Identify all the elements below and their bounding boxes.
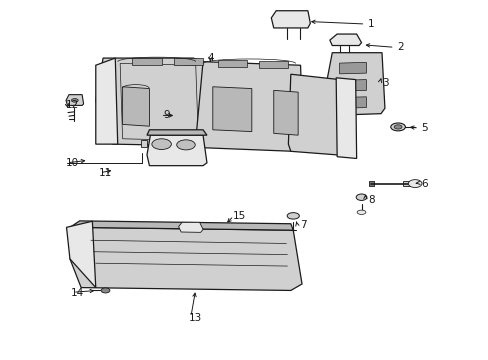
Polygon shape	[402, 181, 409, 186]
Text: 7: 7	[299, 220, 305, 230]
Polygon shape	[147, 135, 206, 166]
Text: 10: 10	[66, 158, 79, 168]
Polygon shape	[326, 53, 384, 116]
Text: 6: 6	[421, 179, 427, 189]
Polygon shape	[339, 62, 366, 74]
Text: 14: 14	[71, 288, 84, 298]
Ellipse shape	[152, 139, 171, 149]
Polygon shape	[141, 140, 147, 147]
Ellipse shape	[101, 288, 110, 293]
Polygon shape	[335, 78, 356, 158]
Polygon shape	[122, 87, 149, 126]
Polygon shape	[259, 61, 288, 68]
Ellipse shape	[355, 194, 366, 201]
Polygon shape	[271, 11, 310, 28]
Polygon shape	[339, 97, 366, 108]
Ellipse shape	[176, 140, 195, 150]
Polygon shape	[288, 74, 341, 155]
Polygon shape	[70, 221, 293, 230]
Ellipse shape	[356, 210, 365, 215]
Text: 11: 11	[99, 168, 112, 178]
Polygon shape	[70, 227, 302, 291]
Polygon shape	[96, 58, 215, 146]
Polygon shape	[132, 58, 161, 65]
Polygon shape	[66, 221, 96, 288]
Text: 4: 4	[206, 53, 213, 63]
Polygon shape	[195, 62, 303, 151]
Text: 2: 2	[396, 42, 403, 52]
Polygon shape	[212, 87, 251, 132]
Polygon shape	[329, 34, 361, 45]
Text: 3: 3	[382, 78, 388, 88]
Ellipse shape	[286, 213, 299, 219]
Polygon shape	[96, 58, 118, 144]
Text: 5: 5	[421, 123, 427, 133]
Ellipse shape	[393, 125, 401, 129]
Text: 1: 1	[367, 19, 374, 29]
Polygon shape	[339, 80, 366, 91]
Ellipse shape	[71, 99, 78, 102]
Text: 12: 12	[66, 100, 80, 110]
Polygon shape	[66, 95, 83, 105]
Polygon shape	[368, 181, 373, 186]
Ellipse shape	[390, 123, 405, 131]
Text: 15: 15	[232, 211, 246, 221]
Polygon shape	[217, 60, 246, 67]
Polygon shape	[147, 130, 206, 135]
Ellipse shape	[407, 180, 421, 188]
Text: 13: 13	[189, 313, 202, 323]
Polygon shape	[178, 222, 203, 232]
Polygon shape	[273, 90, 298, 135]
Polygon shape	[173, 58, 203, 65]
Text: 9: 9	[163, 111, 169, 121]
Text: 8: 8	[367, 195, 374, 205]
